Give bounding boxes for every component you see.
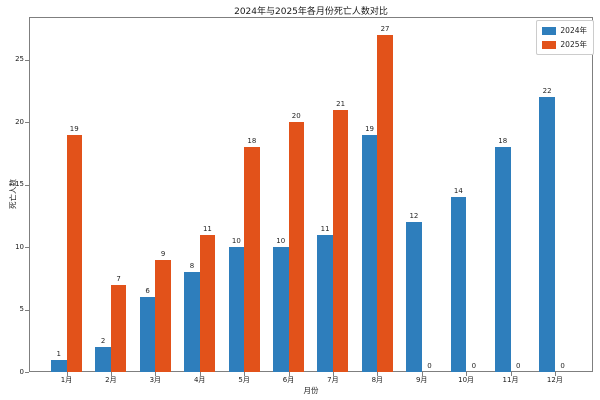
bar-value-label-2024年-6月: 10 <box>276 237 286 245</box>
bar-value-label-2025年-6月: 20 <box>291 112 301 120</box>
x-tick-mark <box>66 372 68 376</box>
bar-2025年-4月 <box>199 234 216 372</box>
bar-2025年-1月 <box>66 134 82 372</box>
y-tick-mark <box>25 184 29 186</box>
bar-2024年-6月 <box>273 247 289 372</box>
bar-value-label-2025年-11月: 0 <box>516 362 521 370</box>
x-tick-mark <box>466 372 468 376</box>
y-tick-label: 15 <box>15 180 24 188</box>
x-tick-mark <box>377 372 379 376</box>
legend-swatch-2025 <box>542 40 557 49</box>
bar-value-label-2025年-3月: 9 <box>160 249 166 258</box>
y-tick-label: 25 <box>15 55 24 63</box>
bar-2024年-1月 <box>51 359 67 372</box>
x-tick-label-2月: 2月 <box>105 376 117 384</box>
bar-value-label-2025年-7月: 21 <box>336 99 346 108</box>
bar-value-label-2025年-8月: 27 <box>380 24 390 33</box>
bar-2024年-11月 <box>495 147 511 372</box>
x-tick-label-8月: 8月 <box>371 376 384 384</box>
bar-value-label-2024年-12月: 22 <box>542 87 552 95</box>
x-tick-label-9月: 9月 <box>415 376 428 384</box>
bar-2024年-2月 <box>95 347 111 372</box>
x-axis-label: 月份 <box>303 386 319 395</box>
x-tick-label-12月: 12月 <box>546 376 563 384</box>
bar-2024年-7月 <box>317 234 333 372</box>
x-tick-mark <box>110 372 112 376</box>
legend-item-2024: 2024年 <box>542 25 587 36</box>
y-tick-label: 10 <box>15 242 24 251</box>
x-tick-mark <box>199 372 201 376</box>
bar-2025年-6月 <box>288 122 304 372</box>
bar-value-label-2024年-11月: 18 <box>498 137 508 145</box>
x-tick-mark <box>510 372 512 376</box>
bar-value-label-2025年-5月: 18 <box>247 137 257 145</box>
bar-2024年-9月 <box>406 222 422 372</box>
y-tick-label: 0 <box>19 367 24 376</box>
chart-title: 2024年与2025年各月份死亡人数对比 <box>234 7 388 17</box>
x-tick-label-6月: 6月 <box>282 376 295 384</box>
bar-value-label-2025年-1月: 19 <box>69 124 79 133</box>
y-tick-mark <box>25 122 29 123</box>
bar-value-label-2024年-4月: 8 <box>189 262 195 270</box>
bar-value-label-2025年-2月: 7 <box>116 274 121 283</box>
bar-2025年-7月 <box>332 109 349 372</box>
bar-value-label-2024年-1月: 1 <box>56 349 61 358</box>
x-tick-label-3月: 3月 <box>149 376 162 384</box>
x-tick-mark <box>155 372 157 376</box>
legend: 2024年 2025年 <box>536 20 594 55</box>
x-tick-mark <box>554 372 556 376</box>
x-tick-label-11月: 11月 <box>502 376 519 384</box>
bar-value-label-2024年-5月: 10 <box>231 237 241 245</box>
x-tick-label-7月: 7月 <box>327 376 339 384</box>
x-tick-label-1月: 1月 <box>60 376 73 384</box>
bar-value-label-2024年-9月: 12 <box>409 212 419 220</box>
bar-value-label-2025年-10月: 0 <box>471 362 477 370</box>
bar-2024年-3月 <box>139 297 156 372</box>
bar-value-label-2025年-9月: 0 <box>427 362 432 370</box>
bar-2025年-2月 <box>110 284 127 372</box>
y-tick-mark <box>25 372 29 373</box>
x-tick-mark <box>288 372 290 376</box>
bar-2024年-10月 <box>450 197 467 372</box>
legend-label-2024: 2024年 <box>560 26 587 35</box>
x-tick-label-4月: 4月 <box>193 376 206 384</box>
bar-2024年-12月 <box>539 97 555 372</box>
bar-2024年-5月 <box>228 247 245 372</box>
y-tick-label: 20 <box>15 117 24 126</box>
y-tick-label: 5 <box>19 305 24 313</box>
bar-value-label-2024年-2月: 2 <box>100 337 106 345</box>
bar-value-label-2025年-12月: 0 <box>560 362 565 370</box>
bar-value-label-2024年-3月: 6 <box>145 287 150 295</box>
y-tick-mark <box>25 247 29 248</box>
x-tick-label-10月: 10月 <box>458 376 475 384</box>
bar-2024年-8月 <box>361 134 378 372</box>
legend-swatch-2024 <box>542 26 557 35</box>
bar-2025年-3月 <box>155 259 171 372</box>
x-tick-mark <box>332 372 334 376</box>
x-tick-label-5月: 5月 <box>238 376 250 384</box>
x-tick-mark <box>244 372 246 376</box>
legend-label-2025: 2025年 <box>560 40 587 49</box>
bar-value-label-2024年-8月: 19 <box>365 124 374 133</box>
bar-value-label-2024年-10月: 14 <box>453 187 463 195</box>
legend-item-2025: 2025年 <box>542 39 587 50</box>
y-tick-mark <box>25 309 29 311</box>
y-tick-mark <box>25 59 29 61</box>
bar-2025年-5月 <box>244 147 260 372</box>
bar-2024年-4月 <box>184 272 200 372</box>
bar-value-label-2024年-7月: 11 <box>320 224 330 233</box>
bar-2025年-8月 <box>377 34 393 372</box>
bar-value-label-2025年-4月: 11 <box>202 224 212 233</box>
x-tick-mark <box>421 372 423 376</box>
